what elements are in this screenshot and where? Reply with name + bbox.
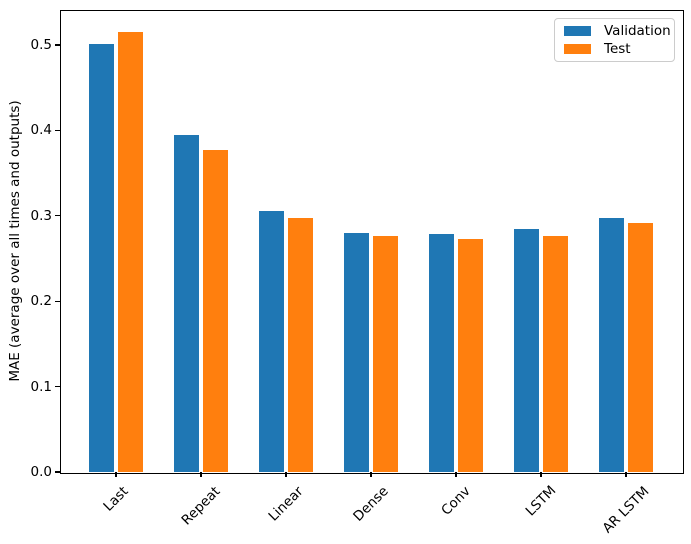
x-tick-label-ar-lstm: AR LSTM (599, 483, 653, 536)
legend-label-validation: Validation (604, 22, 671, 39)
y-tick-mark (55, 44, 60, 46)
x-tick-label-last: Last (100, 482, 132, 515)
y-tick-label: 0.2 (30, 293, 52, 310)
bar-test-dense (372, 236, 399, 472)
x-tick-mark (200, 472, 202, 477)
y-tick-mark (55, 129, 60, 131)
bar-test-repeat (202, 150, 229, 472)
legend-item-test: Test (555, 40, 674, 58)
x-tick-mark (115, 472, 117, 477)
y-tick-label: 0.1 (30, 378, 52, 395)
bar-validation-ar-lstm (598, 218, 625, 472)
bar-validation-conv (428, 233, 455, 472)
x-tick-label-linear: Linear (265, 483, 307, 524)
legend-swatch-validation (564, 25, 591, 36)
x-tick-mark (625, 472, 627, 477)
legend-item-validation: Validation (555, 22, 674, 40)
x-tick-mark (455, 472, 457, 477)
legend: Validation Test (554, 18, 675, 62)
plot-area (60, 10, 684, 474)
bar-test-linear (287, 217, 314, 472)
bar-validation-last (88, 44, 115, 472)
y-tick-label: 0.0 (30, 464, 52, 480)
bar-validation-linear (258, 210, 285, 472)
legend-label-test: Test (604, 41, 631, 58)
bar-test-ar-lstm (627, 223, 654, 472)
bar-validation-dense (343, 232, 370, 472)
x-tick-mark (540, 472, 542, 477)
bar-validation-repeat (173, 134, 200, 472)
y-tick-label: 0.4 (30, 122, 52, 139)
x-tick-label-dense: Dense (350, 483, 392, 525)
bar-test-last (117, 32, 144, 472)
legend-swatch-test (564, 44, 591, 55)
y-tick-label: 0.5 (30, 37, 52, 53)
x-tick-mark (370, 472, 372, 477)
x-tick-label-lstm: LSTM (522, 482, 560, 520)
y-tick-mark (55, 215, 60, 217)
bar-validation-lstm (513, 228, 540, 472)
bar-test-lstm (542, 236, 569, 472)
bar-test-conv (457, 238, 484, 472)
y-tick-mark (55, 300, 60, 302)
x-tick-mark (285, 472, 287, 477)
y-axis-label: MAE (average over all times and outputs) (7, 100, 23, 382)
y-tick-mark (55, 471, 60, 473)
x-tick-label-conv: Conv (438, 482, 474, 519)
y-tick-mark (55, 386, 60, 388)
x-tick-label-repeat: Repeat (178, 483, 224, 529)
y-tick-label: 0.3 (30, 207, 52, 224)
